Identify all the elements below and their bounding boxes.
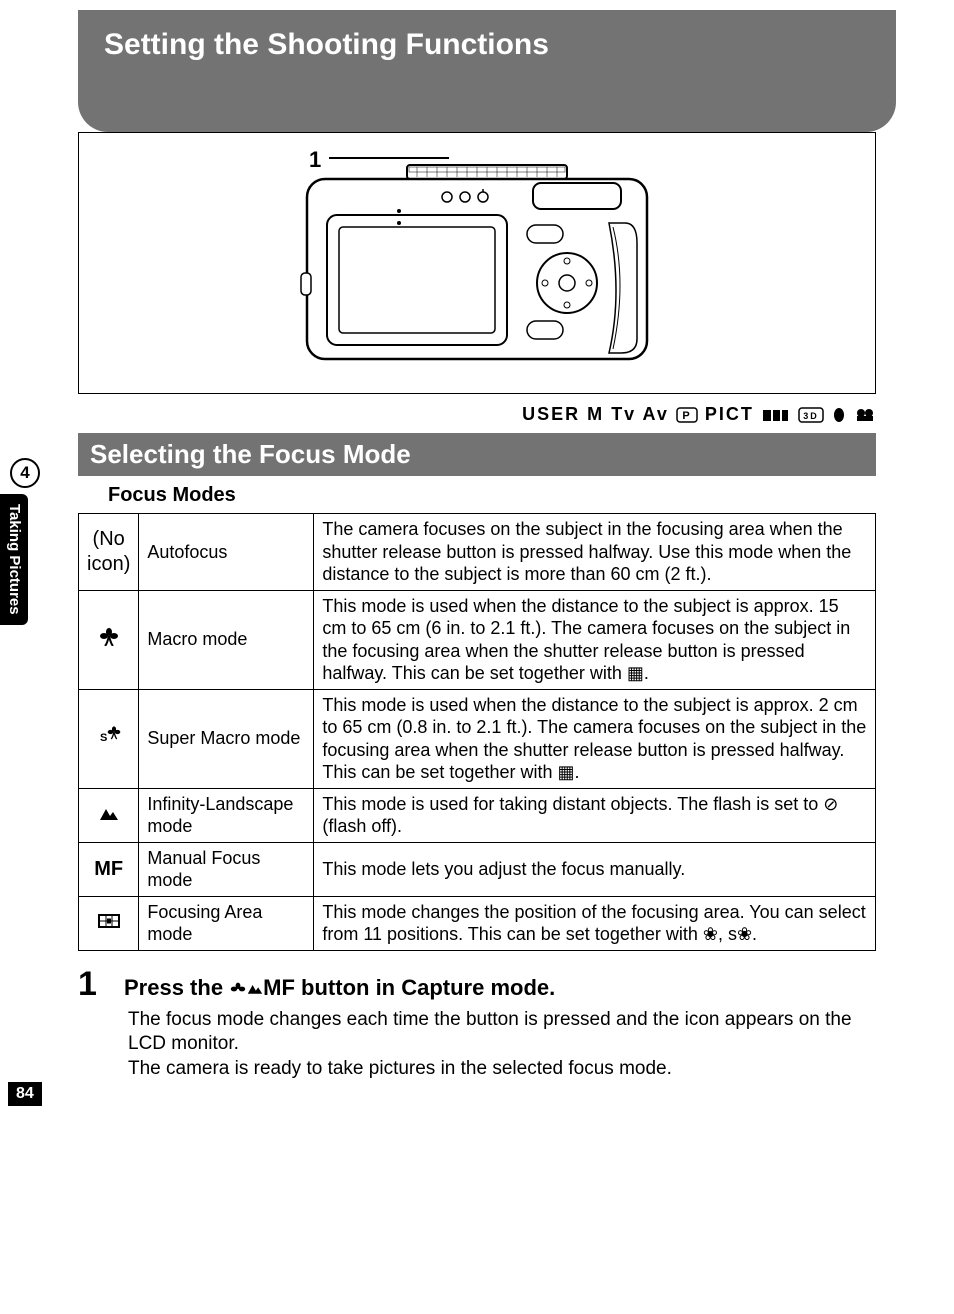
camera-diagram-box: 1	[78, 132, 876, 394]
table-row: S Super Macro mode This mode is used whe…	[79, 689, 876, 788]
mf-icon: MF	[79, 842, 139, 896]
focus-name-area: Focusing Area mode	[139, 896, 314, 950]
table-row: Macro mode This mode is used when the di…	[79, 590, 876, 689]
svg-text:3D: 3D	[803, 411, 819, 421]
focus-modes-table: (No icon) Autofocus The camera focuses o…	[78, 513, 876, 951]
page-title: Setting the Shooting Functions	[104, 28, 549, 61]
step-heading-suffix: button in Capture mode.	[295, 975, 555, 1000]
focus-button-icons: MF	[229, 975, 295, 1000]
mode-dial-icons-row: USER M Tv Av P PICT 3D	[0, 404, 876, 425]
mode-p-icon: P	[676, 407, 698, 423]
focus-icon-none: (No icon)	[79, 514, 139, 591]
section-heading-bar: Selecting the Focus Mode	[78, 433, 876, 476]
focus-desc-supermacro: This mode is used when the distance to t…	[314, 689, 876, 788]
chapter-label: Taking Pictures	[0, 494, 28, 625]
step-number: 1	[78, 965, 106, 1004]
step-body-line1: The focus mode changes each time the but…	[128, 1008, 876, 1057]
focusing-area-grid-icon	[79, 896, 139, 950]
focus-modes-subheading: Focus Modes	[108, 484, 954, 507]
focus-desc-mf: This mode lets you adjust the focus manu…	[314, 842, 876, 896]
focus-desc-infinity: This mode is used for taking distant obj…	[314, 788, 876, 842]
flower-icon	[79, 590, 139, 689]
focus-name-autofocus: Autofocus	[139, 514, 314, 591]
step-body: The focus mode changes each time the but…	[128, 1008, 876, 1082]
step-body-line2: The camera is ready to take pictures in …	[128, 1057, 876, 1082]
mode-user: USER	[522, 404, 580, 424]
s-flower-icon: S	[79, 689, 139, 788]
table-row: Focusing Area mode This mode changes the…	[79, 896, 876, 950]
table-row: Infinity-Landscape mode This mode is use…	[79, 788, 876, 842]
mode-3d-icon: 3D	[798, 407, 824, 423]
section-heading-text: Selecting the Focus Mode	[90, 439, 411, 469]
camera-back-illustration	[287, 153, 667, 373]
chapter-number-badge: 4	[10, 458, 40, 488]
callout-line-1	[329, 157, 449, 159]
page-title-banner: Setting the Shooting Functions	[78, 10, 896, 132]
chapter-sidebar-tab: 4 Taking Pictures	[0, 458, 48, 625]
mode-filter-icon	[831, 407, 847, 423]
mountain-icon	[79, 788, 139, 842]
svg-text:P: P	[682, 410, 691, 422]
focus-name-supermacro: Super Macro mode	[139, 689, 314, 788]
svg-text:S: S	[100, 732, 107, 744]
mode-tv: Tv	[611, 404, 636, 424]
step-heading: Press the MF button in Capture mode.	[124, 975, 555, 1001]
mode-m: M	[587, 404, 604, 424]
focus-desc-macro: This mode is used when the distance to t…	[314, 590, 876, 689]
mode-movie-icon	[854, 407, 876, 423]
mode-pict: PICT	[705, 404, 754, 424]
callout-label-1: 1	[309, 147, 321, 173]
focus-desc-autofocus: The camera focuses on the subject in the…	[314, 514, 876, 591]
mode-av: Av	[643, 404, 669, 424]
focus-name-mf: Manual Focus mode	[139, 842, 314, 896]
table-row: MF Manual Focus mode This mode lets you …	[79, 842, 876, 896]
focus-name-macro: Macro mode	[139, 590, 314, 689]
step-1-row: 1 Press the MF button in Capture mode.	[78, 965, 876, 1004]
mode-continuous-icon	[761, 407, 791, 423]
focus-desc-area: This mode changes the position of the fo…	[314, 896, 876, 950]
step-heading-prefix: Press the	[124, 975, 229, 1000]
table-row: (No icon) Autofocus The camera focuses o…	[79, 514, 876, 591]
focus-name-infinity: Infinity-Landscape mode	[139, 788, 314, 842]
page-number: 84	[8, 1082, 42, 1106]
